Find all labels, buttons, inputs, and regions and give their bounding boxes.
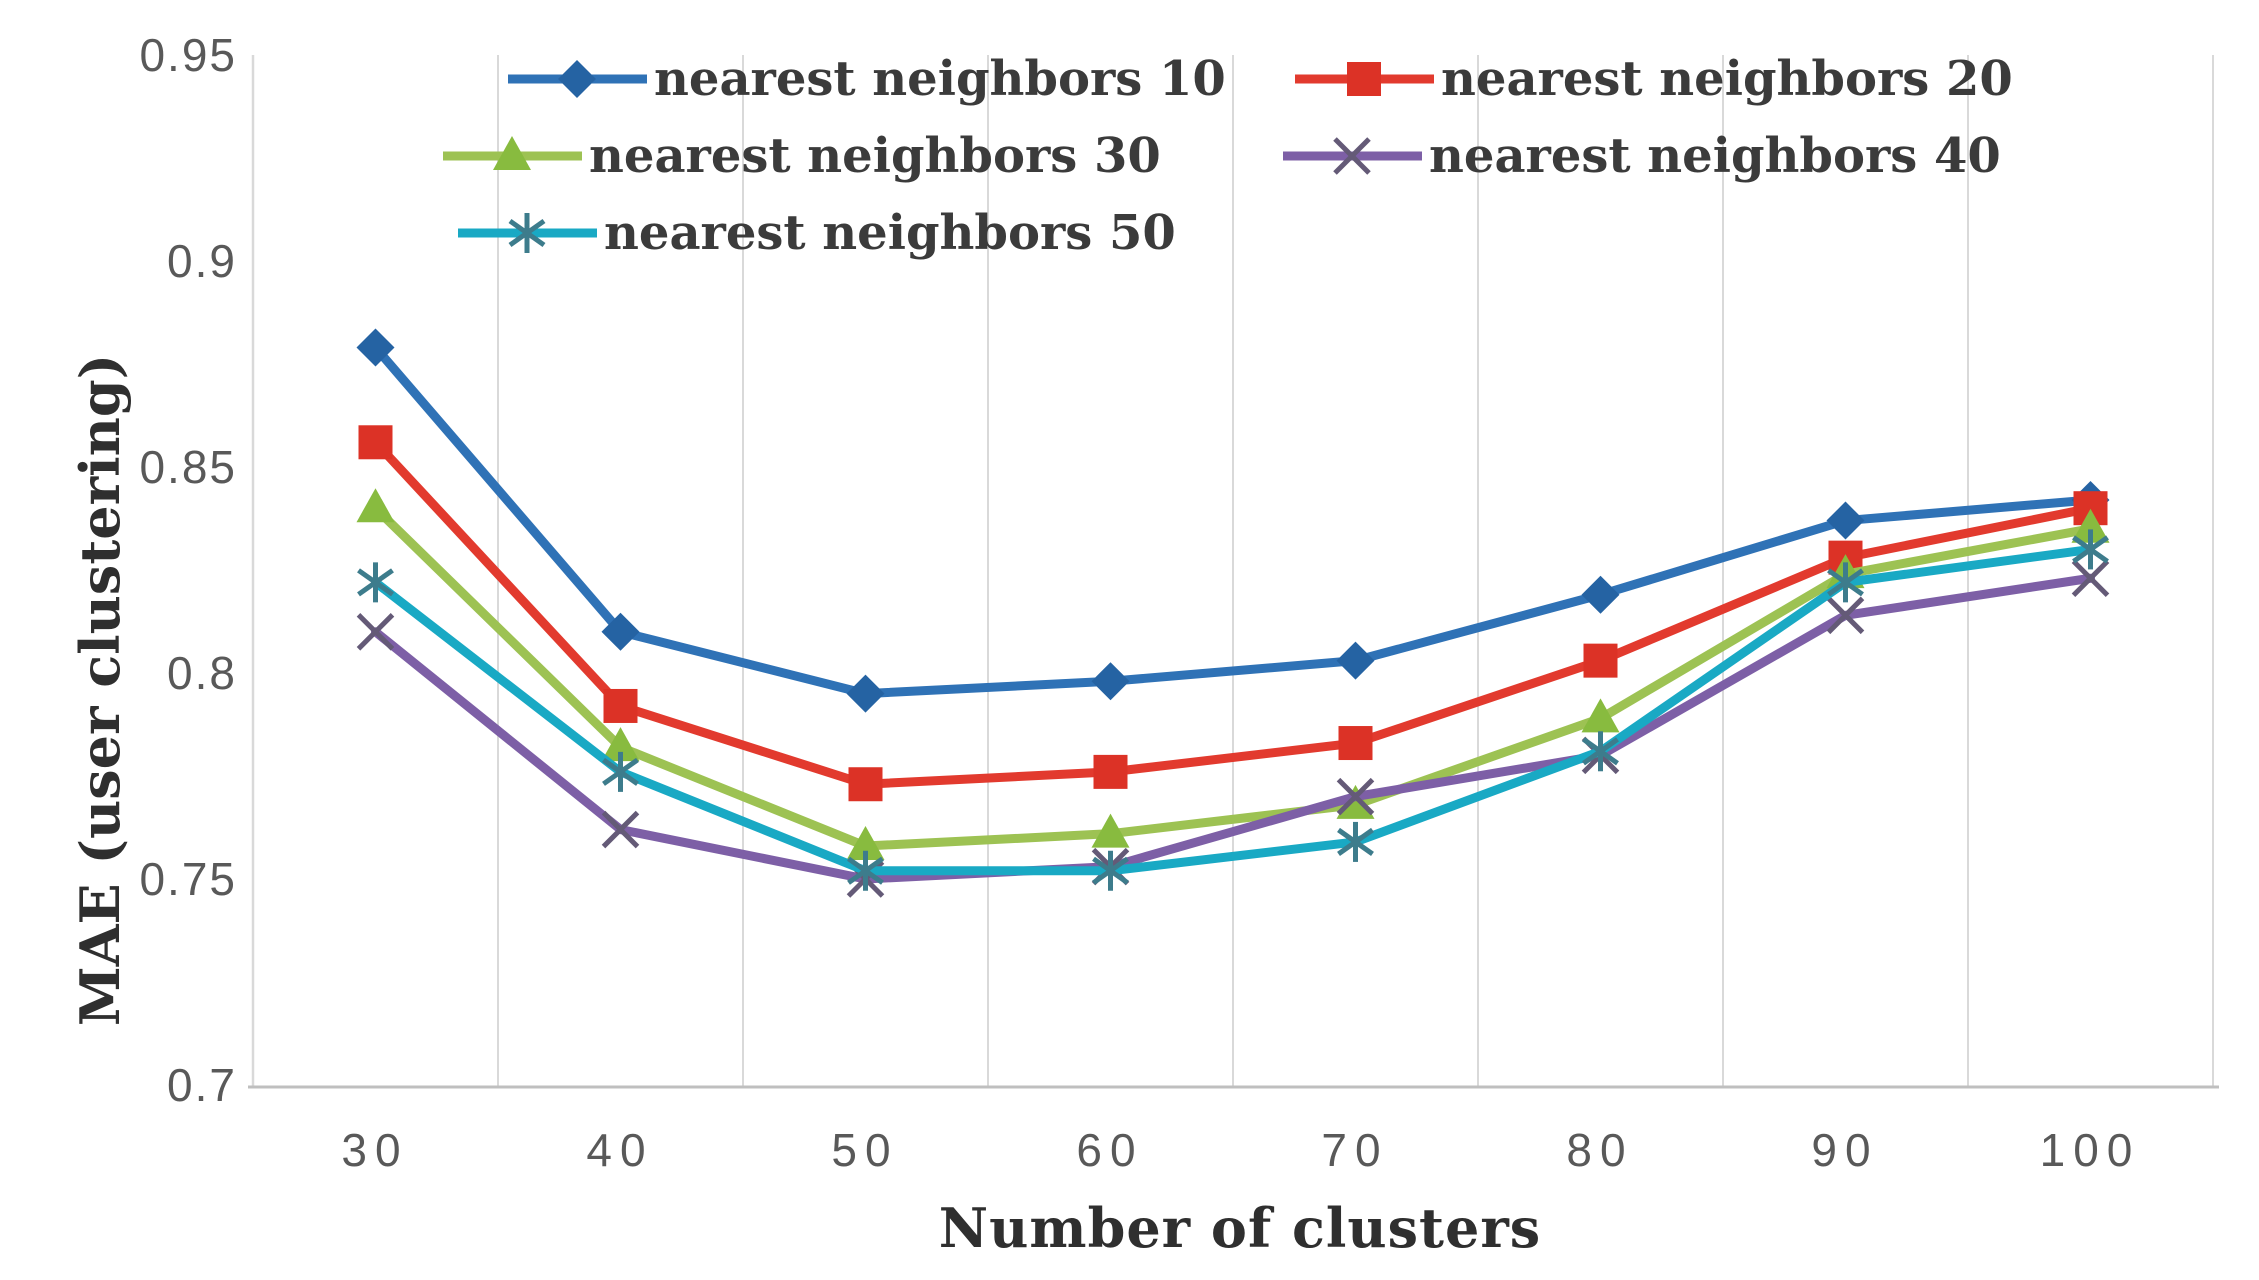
y-tick-label: 0.95	[139, 29, 237, 81]
y-axis-title: MAE (user clustering)	[68, 353, 132, 1027]
y-tick-label: 0.8	[167, 647, 237, 699]
x-tick-label: 60	[1076, 1124, 1144, 1176]
legend-item-nn20: nearest neighbors 20	[1292, 50, 2013, 108]
y-tick-label: 0.75	[139, 853, 237, 905]
x-tick-label: 80	[1566, 1124, 1634, 1176]
x-tick-label: 30	[341, 1124, 409, 1176]
legend-marker-x-icon	[1283, 137, 1422, 175]
x-tick-label: 50	[831, 1124, 899, 1176]
legend-label: nearest neighbors 20	[1441, 51, 2013, 107]
legend-label: nearest neighbors 10	[654, 51, 1226, 107]
legend-item-nn50: nearest neighbors 50	[455, 204, 1176, 262]
x-tick-label: 40	[586, 1124, 654, 1176]
legend-item-nn40: nearest neighbors 40	[1280, 127, 2001, 185]
x-axis-title: Number of clusters	[938, 1196, 1542, 1260]
legend-marker-square-icon	[1295, 62, 1434, 96]
x-tick-label: 70	[1321, 1124, 1389, 1176]
y-tick-label: 0.85	[139, 441, 237, 493]
x-tick-label: 90	[1811, 1124, 1879, 1176]
x-tick-label: 100	[2039, 1124, 2141, 1176]
legend-label: nearest neighbors 40	[1429, 128, 2001, 184]
legend-label: nearest neighbors 50	[604, 205, 1176, 261]
legend-marker-diamond-icon	[508, 60, 647, 98]
y-tick-label: 0.7	[167, 1059, 237, 1111]
y-tick-label: 0.9	[167, 235, 237, 287]
legend-item-nn10: nearest neighbors 10	[505, 50, 1226, 108]
legend-marker-asterisk-icon	[458, 213, 597, 253]
legend-marker-triangle-icon	[443, 136, 582, 170]
legend-label: nearest neighbors 30	[589, 128, 1161, 184]
legend-item-nn30: nearest neighbors 30	[440, 127, 1161, 185]
